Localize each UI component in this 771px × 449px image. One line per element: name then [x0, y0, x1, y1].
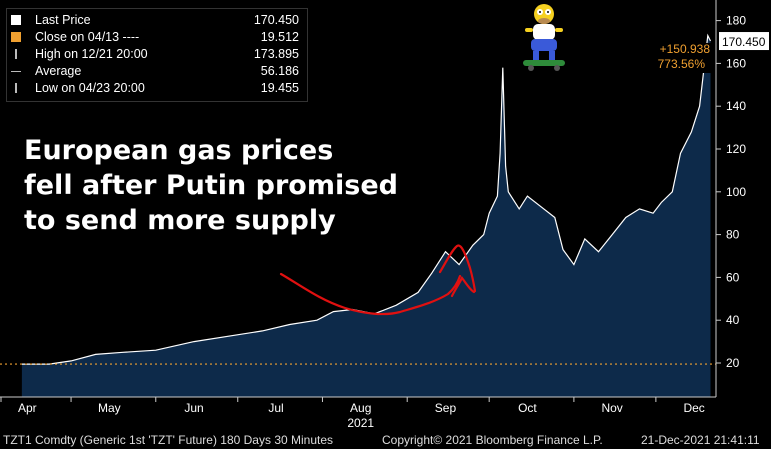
x-tick-label: Aug	[350, 401, 371, 415]
legend-row-close: Close on 04/13 ---- 19.512	[11, 30, 303, 46]
legend-row-low: Low on 04/23 20:00 19.455	[11, 81, 303, 97]
timestamp: 21-Dec-2021 21:41:11	[641, 433, 760, 447]
headline-line-3: to send more supply	[24, 205, 336, 236]
footer-bar: TZT1 Comdty (Generic 1st 'TZT' Future) 1…	[0, 432, 771, 449]
x-tick-label: Sep	[435, 401, 457, 415]
last-price-tag: 170.450	[722, 35, 766, 49]
close-marker-icon	[11, 32, 21, 42]
y-tick-label: 80	[726, 228, 740, 242]
last-price-marker-icon	[11, 15, 21, 25]
legend-row-last-price: Last Price 170.450	[11, 13, 303, 29]
y-tick-label: 20	[726, 356, 740, 370]
y-tick-label: 40	[726, 313, 740, 327]
headline-line-1: European gas prices	[24, 135, 334, 166]
legend-row-high: High on 12/21 20:00 173.895	[11, 47, 303, 63]
y-axis: 20 40 60 80 100 120 140 160 180	[715, 0, 746, 397]
y-tick-label: 180	[726, 14, 746, 28]
x-tick-label: May	[98, 401, 121, 415]
legend-value: 170.450	[253, 13, 299, 27]
legend-label: Last Price	[35, 13, 91, 27]
change-percent: 773.56%	[658, 57, 706, 71]
legend-value: 19.455	[260, 81, 299, 95]
x-tick-label: Apr	[18, 401, 37, 415]
y-tick-label: 140	[726, 99, 746, 113]
last-price-tag-bg	[719, 32, 769, 51]
headline-line-2: fell after Putin promised	[24, 170, 398, 201]
legend-label: Close on 04/13 ----	[35, 30, 140, 44]
legend-value: 173.895	[253, 47, 299, 61]
high-marker-icon	[15, 49, 17, 59]
x-tick-label: Nov	[601, 401, 622, 415]
low-marker-icon	[15, 83, 17, 93]
x-axis: Apr May Jun Jul Aug Sep Oct Nov Dec 2021	[0, 396, 716, 430]
y-tick-label: 60	[726, 270, 740, 284]
legend-label: High on 12/21 20:00	[35, 47, 148, 61]
legend: Last Price 170.450 Close on 04/13 ---- 1…	[6, 8, 308, 102]
change-absolute: +150.938	[660, 42, 711, 56]
copyright-text: Copyright© 2021 Bloomberg Finance L.P.	[382, 433, 603, 447]
y-tick-label: 100	[726, 185, 746, 199]
x-tick-label: Jun	[184, 401, 203, 415]
legend-row-average: Average 56.186	[11, 64, 303, 80]
legend-label: Low on 04/23 20:00	[35, 81, 145, 95]
x-year-label: 2021	[347, 416, 374, 430]
price-area	[21, 35, 711, 397]
red-annotation-scribble	[279, 244, 477, 316]
headline-annotation: European gas prices fell after Putin pro…	[24, 133, 398, 238]
average-marker-icon	[11, 71, 21, 72]
legend-label: Average	[35, 64, 82, 78]
price-line	[21, 33, 712, 365]
x-tick-label: Dec	[683, 401, 704, 415]
legend-value: 56.186	[260, 64, 299, 78]
y-tick-label: 160	[726, 56, 746, 70]
y-tick-label: 120	[726, 142, 746, 156]
instrument-description: TZT1 Comdty (Generic 1st 'TZT' Future) 1…	[3, 433, 334, 447]
change-box-bg	[650, 43, 714, 73]
legend-value: 19.512	[260, 30, 299, 44]
x-tick-label: Jul	[268, 401, 283, 415]
x-tick-label: Oct	[518, 401, 537, 415]
homer-skateboard-sticker-icon	[523, 4, 565, 71]
